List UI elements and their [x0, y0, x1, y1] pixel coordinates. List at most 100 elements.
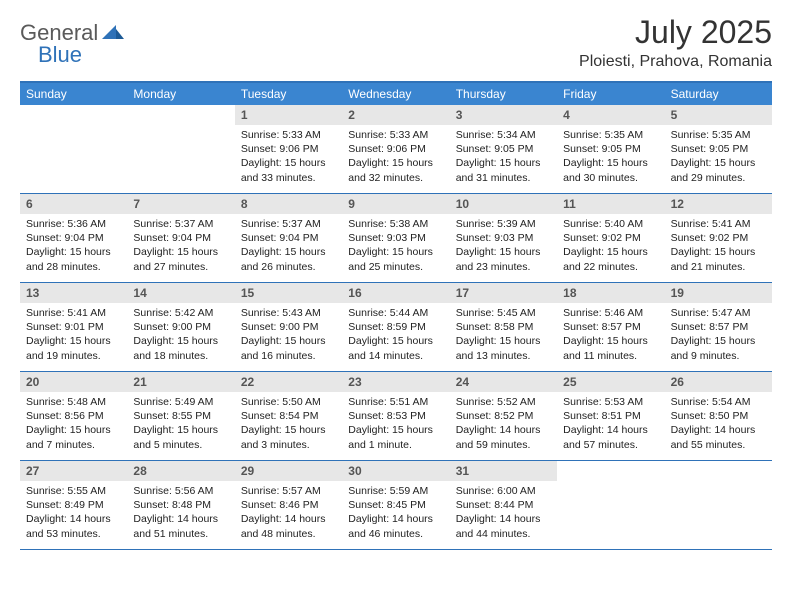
day-number: 8 — [235, 194, 342, 214]
day-number: 20 — [20, 372, 127, 392]
day-info: Sunrise: 5:57 AMSunset: 8:46 PMDaylight:… — [235, 481, 342, 547]
day-header-tuesday: Tuesday — [235, 83, 342, 105]
day-info: Sunrise: 5:44 AMSunset: 8:59 PMDaylight:… — [342, 303, 449, 369]
day-info: Sunrise: 5:48 AMSunset: 8:56 PMDaylight:… — [20, 392, 127, 458]
calendar: Sunday Monday Tuesday Wednesday Thursday… — [20, 81, 772, 550]
day-cell: 2Sunrise: 5:33 AMSunset: 9:06 PMDaylight… — [342, 105, 449, 193]
day-number: 13 — [20, 283, 127, 303]
day-number: 10 — [450, 194, 557, 214]
day-cell: 6Sunrise: 5:36 AMSunset: 9:04 PMDaylight… — [20, 194, 127, 282]
day-info: Sunrise: 5:37 AMSunset: 9:04 PMDaylight:… — [127, 214, 234, 280]
day-info: Sunrise: 5:55 AMSunset: 8:49 PMDaylight:… — [20, 481, 127, 547]
day-cell: 9Sunrise: 5:38 AMSunset: 9:03 PMDaylight… — [342, 194, 449, 282]
day-number: 23 — [342, 372, 449, 392]
day-number: 16 — [342, 283, 449, 303]
header: General July 2025 Ploiesti, Prahova, Rom… — [20, 14, 772, 71]
day-header-wednesday: Wednesday — [342, 83, 449, 105]
empty-cell — [557, 461, 664, 549]
day-number: 25 — [557, 372, 664, 392]
day-info: Sunrise: 5:45 AMSunset: 8:58 PMDaylight:… — [450, 303, 557, 369]
title-block: July 2025 Ploiesti, Prahova, Romania — [579, 14, 772, 71]
day-info: Sunrise: 5:56 AMSunset: 8:48 PMDaylight:… — [127, 481, 234, 547]
day-number: 22 — [235, 372, 342, 392]
day-info: Sunrise: 5:49 AMSunset: 8:55 PMDaylight:… — [127, 392, 234, 458]
day-cell: 13Sunrise: 5:41 AMSunset: 9:01 PMDayligh… — [20, 283, 127, 371]
day-cell: 20Sunrise: 5:48 AMSunset: 8:56 PMDayligh… — [20, 372, 127, 460]
day-cell: 4Sunrise: 5:35 AMSunset: 9:05 PMDaylight… — [557, 105, 664, 193]
day-number: 1 — [235, 105, 342, 125]
day-cell: 19Sunrise: 5:47 AMSunset: 8:57 PMDayligh… — [665, 283, 772, 371]
day-info: Sunrise: 5:41 AMSunset: 9:01 PMDaylight:… — [20, 303, 127, 369]
day-cell: 15Sunrise: 5:43 AMSunset: 9:00 PMDayligh… — [235, 283, 342, 371]
day-header-thursday: Thursday — [450, 83, 557, 105]
day-info: Sunrise: 5:43 AMSunset: 9:00 PMDaylight:… — [235, 303, 342, 369]
day-info: Sunrise: 5:42 AMSunset: 9:00 PMDaylight:… — [127, 303, 234, 369]
day-cell: 29Sunrise: 5:57 AMSunset: 8:46 PMDayligh… — [235, 461, 342, 549]
day-number: 11 — [557, 194, 664, 214]
location-text: Ploiesti, Prahova, Romania — [579, 53, 772, 71]
day-number: 28 — [127, 461, 234, 481]
page-title: July 2025 — [579, 14, 772, 51]
day-cell: 30Sunrise: 5:59 AMSunset: 8:45 PMDayligh… — [342, 461, 449, 549]
week-row: 13Sunrise: 5:41 AMSunset: 9:01 PMDayligh… — [20, 283, 772, 372]
day-cell: 26Sunrise: 5:54 AMSunset: 8:50 PMDayligh… — [665, 372, 772, 460]
day-info: Sunrise: 5:35 AMSunset: 9:05 PMDaylight:… — [665, 125, 772, 191]
day-number: 19 — [665, 283, 772, 303]
day-cell: 1Sunrise: 5:33 AMSunset: 9:06 PMDaylight… — [235, 105, 342, 193]
day-number: 29 — [235, 461, 342, 481]
day-cell: 25Sunrise: 5:53 AMSunset: 8:51 PMDayligh… — [557, 372, 664, 460]
day-cell: 8Sunrise: 5:37 AMSunset: 9:04 PMDaylight… — [235, 194, 342, 282]
day-cell: 3Sunrise: 5:34 AMSunset: 9:05 PMDaylight… — [450, 105, 557, 193]
day-number: 18 — [557, 283, 664, 303]
day-header-friday: Friday — [557, 83, 664, 105]
day-info: Sunrise: 5:37 AMSunset: 9:04 PMDaylight:… — [235, 214, 342, 280]
day-number: 26 — [665, 372, 772, 392]
week-row: 6Sunrise: 5:36 AMSunset: 9:04 PMDaylight… — [20, 194, 772, 283]
day-number: 24 — [450, 372, 557, 392]
day-cell: 31Sunrise: 6:00 AMSunset: 8:44 PMDayligh… — [450, 461, 557, 549]
day-cell: 18Sunrise: 5:46 AMSunset: 8:57 PMDayligh… — [557, 283, 664, 371]
day-number: 3 — [450, 105, 557, 125]
day-info: Sunrise: 6:00 AMSunset: 8:44 PMDaylight:… — [450, 481, 557, 547]
day-cell: 17Sunrise: 5:45 AMSunset: 8:58 PMDayligh… — [450, 283, 557, 371]
empty-cell — [20, 105, 127, 193]
day-cell: 11Sunrise: 5:40 AMSunset: 9:02 PMDayligh… — [557, 194, 664, 282]
empty-cell — [665, 461, 772, 549]
day-number: 2 — [342, 105, 449, 125]
day-number: 5 — [665, 105, 772, 125]
day-cell: 22Sunrise: 5:50 AMSunset: 8:54 PMDayligh… — [235, 372, 342, 460]
day-info: Sunrise: 5:33 AMSunset: 9:06 PMDaylight:… — [342, 125, 449, 191]
logo-text-blue-wrap: Blue — [38, 42, 82, 68]
day-header-sunday: Sunday — [20, 83, 127, 105]
day-number: 30 — [342, 461, 449, 481]
day-info: Sunrise: 5:53 AMSunset: 8:51 PMDaylight:… — [557, 392, 664, 458]
empty-cell — [127, 105, 234, 193]
day-number: 4 — [557, 105, 664, 125]
day-info: Sunrise: 5:46 AMSunset: 8:57 PMDaylight:… — [557, 303, 664, 369]
day-info: Sunrise: 5:52 AMSunset: 8:52 PMDaylight:… — [450, 392, 557, 458]
logo-text-blue: Blue — [38, 42, 82, 67]
week-row: 1Sunrise: 5:33 AMSunset: 9:06 PMDaylight… — [20, 105, 772, 194]
day-info: Sunrise: 5:39 AMSunset: 9:03 PMDaylight:… — [450, 214, 557, 280]
day-number: 14 — [127, 283, 234, 303]
day-cell: 28Sunrise: 5:56 AMSunset: 8:48 PMDayligh… — [127, 461, 234, 549]
day-header-monday: Monday — [127, 83, 234, 105]
day-info: Sunrise: 5:34 AMSunset: 9:05 PMDaylight:… — [450, 125, 557, 191]
day-cell: 7Sunrise: 5:37 AMSunset: 9:04 PMDaylight… — [127, 194, 234, 282]
day-number: 31 — [450, 461, 557, 481]
logo-triangle-icon — [102, 23, 124, 44]
day-cell: 12Sunrise: 5:41 AMSunset: 9:02 PMDayligh… — [665, 194, 772, 282]
day-header-saturday: Saturday — [665, 83, 772, 105]
day-cell: 21Sunrise: 5:49 AMSunset: 8:55 PMDayligh… — [127, 372, 234, 460]
day-info: Sunrise: 5:47 AMSunset: 8:57 PMDaylight:… — [665, 303, 772, 369]
day-info: Sunrise: 5:40 AMSunset: 9:02 PMDaylight:… — [557, 214, 664, 280]
day-number: 21 — [127, 372, 234, 392]
day-info: Sunrise: 5:33 AMSunset: 9:06 PMDaylight:… — [235, 125, 342, 191]
week-row: 20Sunrise: 5:48 AMSunset: 8:56 PMDayligh… — [20, 372, 772, 461]
day-cell: 14Sunrise: 5:42 AMSunset: 9:00 PMDayligh… — [127, 283, 234, 371]
week-row: 27Sunrise: 5:55 AMSunset: 8:49 PMDayligh… — [20, 461, 772, 550]
day-cell: 27Sunrise: 5:55 AMSunset: 8:49 PMDayligh… — [20, 461, 127, 549]
day-cell: 24Sunrise: 5:52 AMSunset: 8:52 PMDayligh… — [450, 372, 557, 460]
day-number: 12 — [665, 194, 772, 214]
day-cell: 23Sunrise: 5:51 AMSunset: 8:53 PMDayligh… — [342, 372, 449, 460]
